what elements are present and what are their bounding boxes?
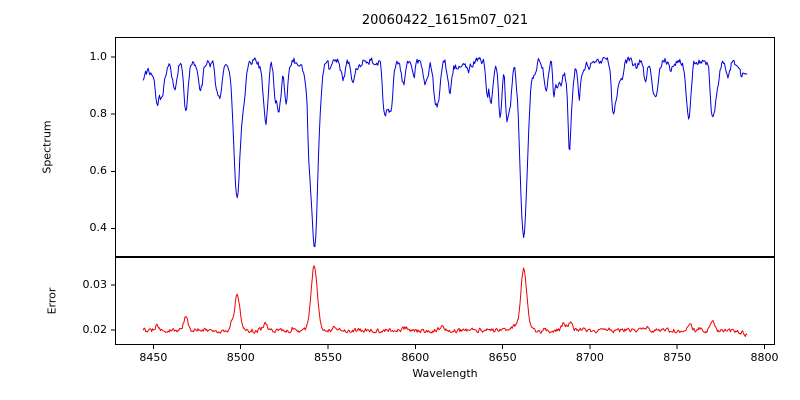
spectrum-y-tick-label: 1.0 [89,50,108,63]
x-tick-label: 8600 [401,351,430,364]
spectrum-panel [111,37,775,257]
axes-border [115,37,775,257]
error-y-axis-label: Error [45,287,59,315]
spectrum-y-tick-label: 0.6 [89,164,108,178]
spectrum-y-axis-label: Spectrum [40,120,54,174]
error-line [142,265,748,337]
spectrum-y-tick-label: 0.4 [89,221,108,235]
error-y-tick-label: 0.03 [82,277,108,291]
x-tick-label: 8800 [750,351,779,364]
axes-border [115,257,775,345]
error-y-tick-label: 0.02 [82,323,108,337]
error-panel [111,257,775,349]
x-tick-label: 8450 [139,351,168,364]
x-axis-label: Wavelength [412,367,478,380]
plot-title: 20060422_1615m07_021 [361,13,529,28]
x-tick-label: 8650 [488,351,517,364]
x-tick-label: 8550 [314,351,343,364]
x-tick-label: 8750 [663,351,692,364]
spectrum-line [142,56,748,248]
x-tick-label: 8700 [575,351,604,364]
spectrum-y-tick-label: 0.8 [89,107,108,121]
x-tick-label: 8500 [226,351,255,364]
